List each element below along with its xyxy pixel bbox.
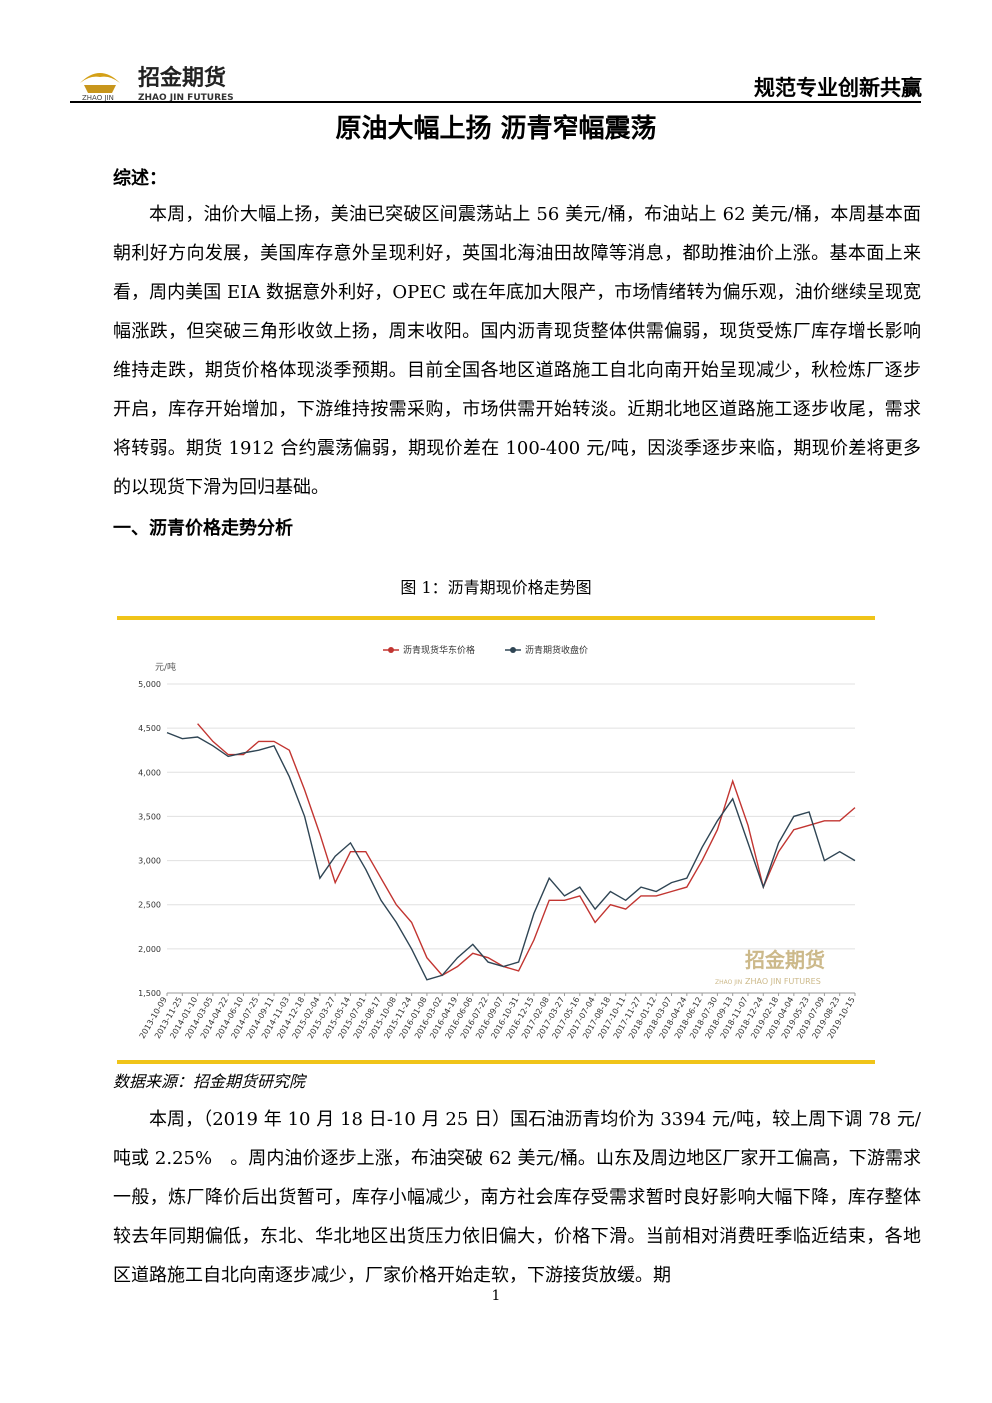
- legend-dot: [388, 647, 394, 653]
- logo: 招金期货 ZHAO JIN ZHAO JIN FUTURES: [80, 65, 234, 103]
- legend-label: 沥青期货收盘价: [525, 644, 588, 656]
- body-paragraph: 本周，（2019 年 10 月 18 日-10 月 25 日）国石油沥青均价为 …: [113, 1109, 921, 1286]
- y-tick-label: 2,500: [138, 901, 161, 910]
- frame-bottom: [117, 1060, 875, 1064]
- header-rule: [70, 101, 921, 103]
- series-line: [197, 723, 856, 977]
- y-tick-label: 1,500: [138, 989, 161, 998]
- y-tick-label: 3,000: [138, 857, 161, 866]
- watermark: 招金期货: [745, 948, 825, 972]
- y-tick-label: 5,000: [138, 680, 161, 689]
- logo-mark-base: [84, 85, 116, 93]
- y-tick-label: 3,500: [138, 812, 161, 821]
- slogan: 规范专业创新共赢: [754, 76, 922, 100]
- watermark-sub: ZHAO JIN FUTURES: [745, 977, 821, 986]
- doc-title: 原油大幅上扬 沥青窄幅震荡: [335, 114, 657, 144]
- chart: 招金期货 ZHAO JIN FUTURES ZHAO JIN 元/吨 1,500…: [117, 616, 875, 1064]
- summary-paragraph: 本周，油价大幅上扬，美油已突破区间震荡站上 56 美元/桶，布油站上 62 美元…: [113, 204, 921, 498]
- page-number: 1: [491, 1288, 501, 1304]
- summary-heading: 综述：: [113, 168, 167, 189]
- frame-top: [117, 616, 875, 620]
- section-heading: 一、沥青价格走势分析: [113, 518, 293, 539]
- logo-sub: ZHAO JIN FUTURES: [138, 93, 234, 103]
- logo-text: 招金期货: [138, 65, 226, 91]
- y-unit: 元/吨: [155, 661, 176, 673]
- y-tick-label: 4,000: [138, 768, 161, 777]
- watermark-small: ZHAO JIN: [715, 979, 742, 986]
- legend-dot: [510, 647, 516, 653]
- y-tick-label: 2,000: [138, 945, 161, 954]
- logo-mark: [80, 73, 120, 83]
- source-note: 数据来源：招金期货研究院: [113, 1072, 306, 1091]
- series-line: [166, 731, 856, 981]
- figure-caption: 图 1：沥青期现价格走势图: [400, 578, 592, 597]
- legend-label: 沥青现货华东价格: [403, 644, 475, 656]
- logo-sub: ZHAO JIN: [82, 94, 114, 102]
- y-tick-label: 4,500: [138, 724, 161, 733]
